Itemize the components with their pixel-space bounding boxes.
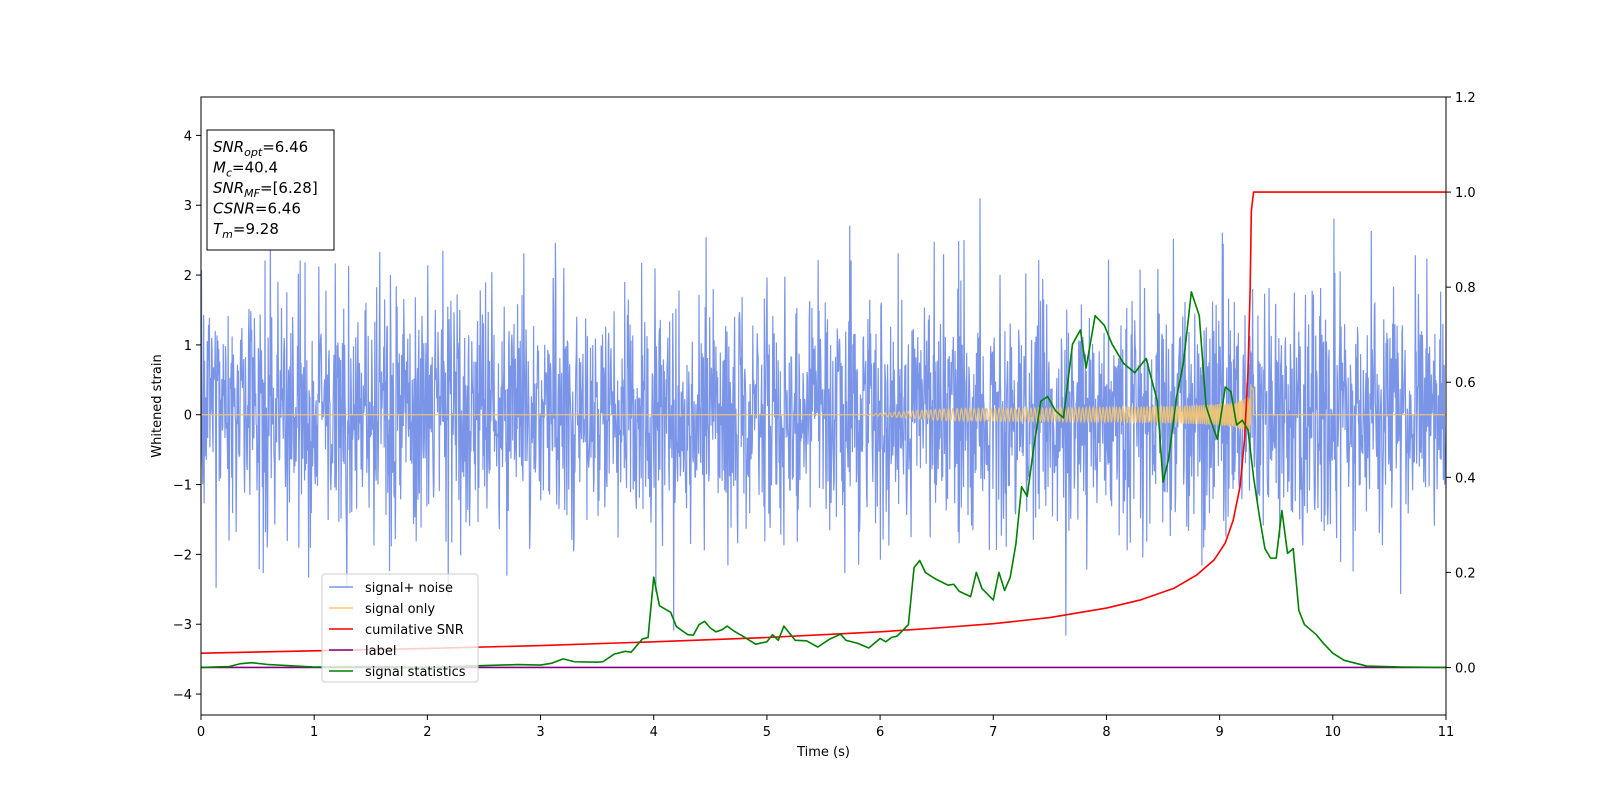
info-box-frame [206, 129, 335, 251]
x-tick-label: 10 [1325, 725, 1342, 740]
x-tick-label: 9 [1215, 725, 1223, 740]
x-tick-label: 2 [423, 725, 431, 740]
y-left-tick-label: −2 [173, 548, 192, 563]
info-line: CSNR=6.46 [213, 200, 301, 218]
y-right-tick-label: 0.2 [1455, 566, 1476, 581]
info-line: SNRopt=6.46 [213, 138, 308, 159]
y-right-tick-label: 1.0 [1455, 186, 1476, 201]
legend-entry-label: signal only [365, 602, 435, 617]
info-line: Tm=9.28 [213, 220, 279, 241]
y-left-tick-label: 4 [184, 129, 192, 144]
x-tick-label: 0 [197, 725, 205, 740]
x-tick-label: 11 [1438, 725, 1455, 740]
info-line: SNRMF=[6.28] [213, 179, 318, 200]
x-tick-label: 1 [310, 725, 318, 740]
x-tick-label: 5 [763, 725, 771, 740]
y-axis-label: Whitened strain [150, 354, 165, 457]
y-left-tick-label: 3 [184, 199, 192, 214]
series-cumulative-snr-line [201, 191, 1446, 654]
series-signal-statistics-line [201, 291, 1446, 669]
x-tick-label: 4 [650, 725, 658, 740]
x-tick-label: 6 [876, 725, 884, 740]
y-right-tick-label: 0.6 [1455, 376, 1476, 391]
plot-frame [200, 96, 1447, 716]
info-line: Mc=40.4 [213, 159, 278, 180]
legend-frame [321, 573, 479, 683]
y-left-tick-label: −4 [173, 688, 192, 703]
legend-entry-label: signal+ noise [365, 581, 453, 596]
legend-entry-label: signal statistics [365, 665, 466, 680]
y-left-tick-label: −1 [173, 479, 192, 494]
x-tick-label: 8 [1102, 725, 1110, 740]
legend: signal+ noise signal only cumilative SNR la… [321, 573, 479, 683]
series-signal-noise-line [201, 198, 1446, 636]
legend-entry-label: cumilative SNR [365, 623, 464, 638]
legend-entry-label: label [365, 644, 396, 659]
axes: 0 1 2 3 4 5 6 7 8 9 10 11 −4 −3 −2 −1 0 1 2 3 4 0.0 0.2 0.4 0.6 0… [150, 91, 1476, 760]
x-tick-label: 3 [536, 725, 544, 740]
x-axis-label: Time (s) [796, 745, 850, 760]
y-left-tick-label: 1 [184, 339, 192, 354]
x-tick-label: 7 [989, 725, 997, 740]
y-left-tick-label: 2 [184, 269, 192, 284]
y-left-tick-label: 0 [184, 409, 192, 424]
y-right-tick-label: 0.4 [1455, 471, 1476, 486]
y-right-tick-label: 0.0 [1455, 661, 1476, 676]
y-left-tick-label: −3 [173, 618, 192, 633]
y-right-tick-label: 1.2 [1455, 91, 1476, 106]
y-right-tick-label: 0.8 [1455, 281, 1476, 296]
